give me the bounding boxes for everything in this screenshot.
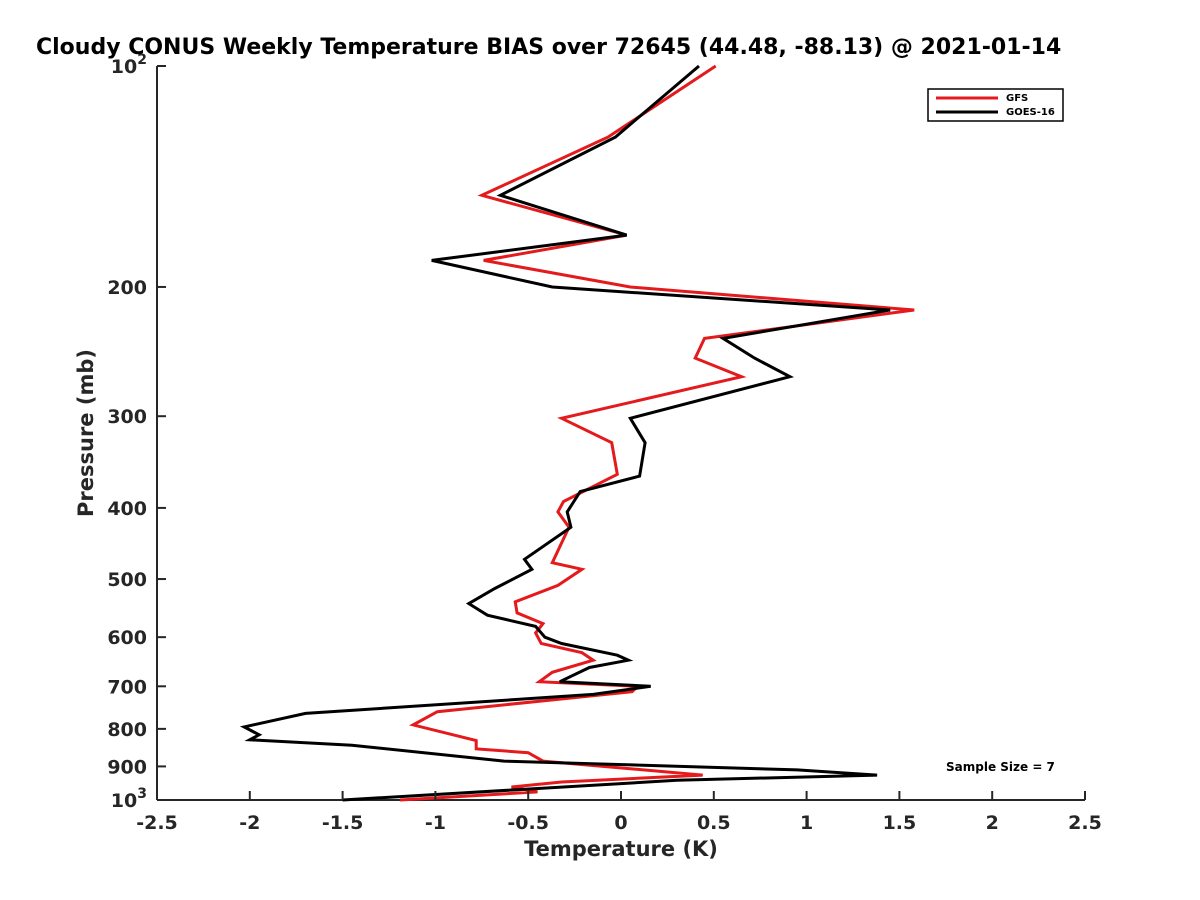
y-tick-label: 900 [107, 756, 147, 778]
x-axis-label: Temperature (K) [524, 837, 718, 861]
x-tick-label: -0.5 [507, 812, 549, 834]
x-tick-label: -1 [425, 812, 446, 834]
legend-label-goes16: GOES-16 [1006, 107, 1055, 118]
y-axis-label: Pressure (mb) [74, 349, 98, 517]
x-tick-label: -1.5 [322, 812, 364, 834]
x-tick-label: -2 [239, 812, 260, 834]
y-tick-label: 300 [107, 406, 147, 428]
legend: GFS GOES-16 [927, 88, 1064, 122]
y-tick-label: 700 [107, 676, 147, 698]
y-tick-label: 103 [111, 786, 147, 812]
series-line-goes16 [239, 64, 891, 802]
ticks-layer: -2.5 -2 -1.5 -1 -0.5 0 0.5 1 1.5 2 2.5 102 200 300 400… [107, 52, 1102, 834]
x-tick-label: -2.5 [136, 812, 178, 834]
y-tick-label: 600 [107, 627, 147, 649]
x-tick-label: 0.5 [697, 812, 731, 834]
y-tick-label: 200 [107, 277, 147, 299]
x-tick-label: 2 [986, 812, 999, 834]
legend-label-gfs: GFS [1006, 93, 1028, 104]
y-tick-label: 400 [107, 498, 147, 520]
x-tick-label: 1.5 [883, 812, 917, 834]
series-layer [239, 64, 915, 802]
x-tick-label: 1 [800, 812, 813, 834]
x-tick-label: 2.5 [1068, 812, 1102, 834]
chart-title: Cloudy CONUS Weekly Temperature BIAS ove… [36, 35, 1061, 60]
y-tick-label: 102 [111, 52, 147, 78]
y-tick-label: 500 [107, 569, 147, 591]
x-tick-label: 0 [614, 812, 627, 834]
series-line-gfs [400, 64, 915, 802]
legend-box [927, 88, 1064, 122]
sample-size-annotation: Sample Size = 7 [946, 760, 1055, 774]
y-tick-label: 800 [107, 719, 147, 741]
